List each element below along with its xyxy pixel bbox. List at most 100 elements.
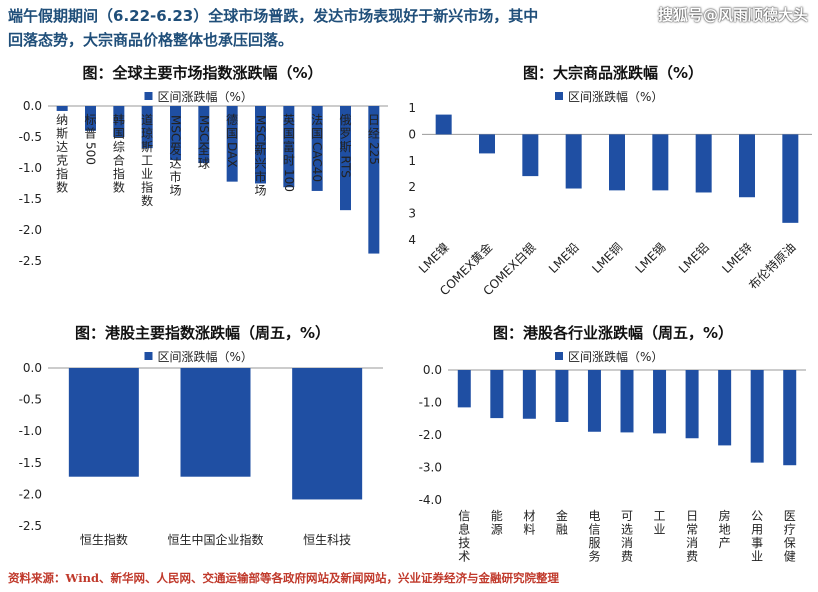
- bar: [685, 370, 699, 439]
- category-label: 公用事业: [751, 509, 763, 564]
- y-tick-label: -3.0: [419, 461, 442, 475]
- category-label: 纳斯达克指数: [56, 113, 68, 195]
- y-tick-label: -1.0: [19, 161, 42, 175]
- y-tick-label: -1.5: [19, 456, 42, 470]
- y-tick-label: -2.5: [19, 254, 42, 268]
- legend-label: 区间涨跌幅（%）: [568, 349, 663, 364]
- y-tick-label: 0.0: [23, 361, 42, 375]
- bar: [141, 106, 153, 149]
- y-tick-label: -2.0: [419, 428, 442, 442]
- category-label: 金融: [556, 508, 568, 537]
- y-tick-label: 0.0: [23, 99, 42, 113]
- bar: [435, 114, 452, 135]
- chart-title: 图：全球主要市场指数涨跌幅（%）: [82, 64, 322, 82]
- category-label-part: 100: [282, 169, 296, 192]
- bar: [198, 106, 210, 164]
- category-label: 材料: [523, 509, 535, 537]
- category-label: 房地产: [719, 508, 731, 550]
- category-label: 电信服务: [588, 509, 600, 564]
- category-label: 能源: [491, 509, 503, 537]
- category-label-part: MSCI: [169, 115, 183, 145]
- bar: [170, 106, 181, 160]
- headline-line-2: 回落态势，大宗商品价格整体也承压回落。: [8, 31, 294, 49]
- chart-hk-sectors: 图：港股各行业涨跌幅（周五，%） 区间涨跌幅（%） 0.0 -1.0 -2.0 -3.0 -…: [419, 324, 806, 564]
- chart-legend: 区间涨跌幅（%）: [144, 349, 253, 364]
- y-tick-label: 0.0: [423, 363, 442, 377]
- bar: [750, 370, 764, 463]
- category-label: 俄罗斯: [339, 113, 351, 154]
- bar: [340, 106, 351, 211]
- category-label: 恒生指数: [80, 532, 128, 547]
- category-label: 标普: [84, 113, 96, 141]
- bar: [311, 106, 323, 191]
- bar: [283, 106, 295, 188]
- category-label: 德国: [226, 112, 238, 141]
- headline: 端午假期期间（6.22-6.23）全球市场普跌，发达市场表现好于新兴市场，其中 …: [8, 4, 808, 52]
- bar: [292, 368, 363, 500]
- legend-swatch: [555, 92, 563, 100]
- bar: [620, 370, 634, 433]
- bar: [555, 370, 569, 422]
- bar: [255, 106, 266, 184]
- category-label: 恒生科技: [303, 533, 351, 547]
- y-tick-label: -1: [408, 154, 416, 168]
- category-label-part: 225: [367, 142, 381, 165]
- headline-line-1: 端午假期期间（6.22-6.23）全球市场普跌，发达市场表现好于新兴市场，其中: [8, 7, 539, 25]
- legend-swatch: [555, 352, 563, 360]
- bar: [226, 106, 238, 182]
- category-label: LME铜: [589, 240, 626, 277]
- category-label: 道琼斯工业指数: [141, 113, 153, 208]
- category-label-part: DAX: [225, 142, 239, 167]
- category-label: LME锡: [632, 240, 669, 277]
- bar: [652, 134, 669, 191]
- category-label: 日经: [368, 113, 380, 141]
- y-tick-label: -0.5: [19, 393, 42, 407]
- bar: [368, 106, 380, 254]
- bar: [56, 106, 68, 111]
- chart-title: 图：港股各行业涨跌幅（周五，%）: [493, 324, 733, 342]
- chart-legend: 区间涨跌幅（%）: [555, 349, 663, 364]
- category-label-part: CAC40: [310, 142, 324, 182]
- category-label-part: MSCI: [254, 115, 268, 145]
- category-label: LME铅: [546, 240, 582, 276]
- bar: [457, 370, 471, 408]
- bar: [479, 134, 495, 154]
- bar: [718, 370, 732, 446]
- category-label: LME镍: [416, 240, 452, 276]
- category-label: 医疗保健: [784, 509, 796, 564]
- category-label: 恒生中国企业指数: [167, 532, 263, 547]
- y-tick-label: -2.0: [19, 223, 42, 237]
- category-label: 可选消费: [621, 509, 633, 564]
- category-label-part: RTS: [339, 156, 353, 178]
- y-tick-label: -1.0: [19, 424, 42, 438]
- y-tick-label: -0.5: [19, 130, 42, 144]
- category-label: 日常消费: [686, 509, 698, 564]
- bar: [522, 370, 536, 419]
- category-label: 英国富时: [283, 113, 295, 168]
- legend-label: 区间涨跌幅（%）: [568, 89, 663, 104]
- bar: [653, 370, 667, 434]
- y-tick-label: -4: [408, 233, 416, 247]
- bar: [609, 134, 625, 191]
- category-label: 韩国综合指数: [113, 112, 125, 195]
- bar: [68, 368, 139, 477]
- bar: [180, 368, 251, 477]
- category-label: 新兴市场: [254, 142, 266, 198]
- category-label: LME锌: [719, 240, 755, 276]
- category-label: 信息技术: [458, 509, 470, 564]
- y-tick-label: -2.0: [19, 487, 42, 501]
- y-tick-label: -1.0: [419, 396, 442, 410]
- category-label: 工业: [654, 509, 666, 537]
- category-label: 法国: [311, 113, 323, 141]
- legend-swatch: [144, 92, 153, 100]
- legend-label: 区间涨跌幅（%）: [158, 349, 253, 364]
- y-tick-label: -2: [408, 180, 416, 194]
- y-tick-label: 0: [408, 127, 416, 141]
- y-tick-label: -3: [408, 207, 416, 221]
- bar: [739, 134, 755, 198]
- category-label-part: 500: [84, 142, 98, 165]
- chart-commodities: 图：大宗商品涨跌幅（%）区间涨跌幅（%）10-1-2-3-4LME镍COMEX黄…: [408, 64, 812, 298]
- bar: [85, 106, 96, 131]
- bar: [522, 134, 539, 177]
- chart-legend: 区间涨跌幅（%）: [555, 89, 663, 104]
